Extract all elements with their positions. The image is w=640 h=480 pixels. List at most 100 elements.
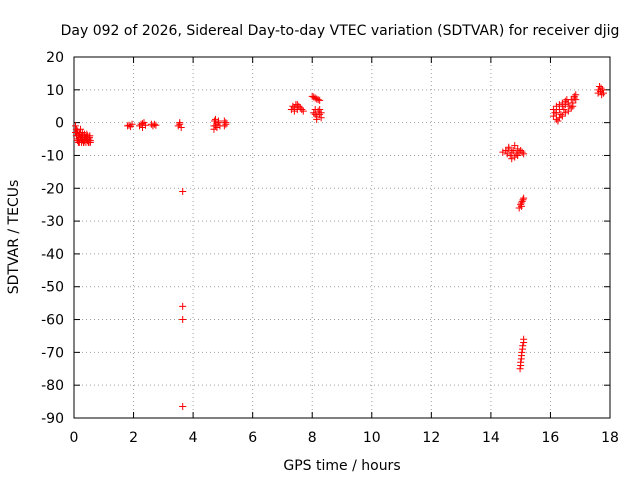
data-point xyxy=(516,365,524,373)
data-point xyxy=(519,196,527,204)
y-tick-label: -90 xyxy=(41,411,64,427)
data-point xyxy=(509,147,517,155)
chart-title: Day 092 of 2026, Sidereal Day-to-day VTE… xyxy=(61,23,620,39)
data-point xyxy=(287,106,295,114)
data-point xyxy=(289,102,297,110)
data-point xyxy=(311,110,319,118)
data-point xyxy=(517,358,525,366)
data-point xyxy=(512,150,520,158)
data-point xyxy=(295,102,303,110)
data-point xyxy=(563,96,571,104)
data-point xyxy=(561,109,569,117)
y-axis-label: SDTVAR / TECUs xyxy=(6,180,22,295)
data-point xyxy=(569,99,577,107)
data-point xyxy=(311,94,319,102)
data-point xyxy=(505,143,513,151)
data-point xyxy=(572,96,580,104)
data-point xyxy=(179,403,187,411)
data-point xyxy=(560,106,568,114)
y-tick-label: -60 xyxy=(41,313,64,329)
data-point xyxy=(214,117,222,125)
data-point xyxy=(80,138,88,146)
data-point xyxy=(210,122,218,130)
data-point xyxy=(514,145,522,153)
data-point xyxy=(549,106,557,114)
x-tick-label: 18 xyxy=(601,430,619,446)
data-point xyxy=(74,137,82,145)
data-point xyxy=(596,83,604,91)
data-point xyxy=(520,335,528,343)
data-point xyxy=(566,102,574,110)
data-point xyxy=(506,151,514,159)
data-point xyxy=(518,348,526,356)
data-point xyxy=(518,148,526,156)
data-point xyxy=(179,188,187,196)
y-tick-label: 20 xyxy=(46,50,64,66)
data-point xyxy=(211,115,219,123)
data-point xyxy=(313,95,321,103)
data-point xyxy=(511,153,519,161)
data-point xyxy=(71,128,79,136)
data-point xyxy=(599,89,607,97)
data-point xyxy=(555,114,563,122)
data-point xyxy=(558,112,566,120)
data-point xyxy=(549,112,557,120)
data-point xyxy=(520,150,528,158)
data-point xyxy=(316,96,324,104)
data-point xyxy=(179,302,187,310)
data-point xyxy=(555,101,563,109)
data-point xyxy=(519,342,527,350)
data-point xyxy=(597,84,605,92)
data-point xyxy=(316,106,324,114)
data-point xyxy=(557,110,565,118)
data-point xyxy=(77,125,85,133)
y-tick-label: 0 xyxy=(55,116,64,132)
data-points xyxy=(71,83,607,411)
data-point xyxy=(552,102,560,110)
data-point xyxy=(128,120,136,128)
x-tick-label: 2 xyxy=(129,430,138,446)
data-point xyxy=(561,97,569,105)
data-point xyxy=(149,122,157,130)
x-tick-label: 4 xyxy=(189,430,198,446)
data-point xyxy=(124,122,132,130)
data-point xyxy=(551,109,559,117)
data-point xyxy=(313,115,321,123)
data-point xyxy=(520,194,528,202)
data-point xyxy=(552,115,560,123)
data-point xyxy=(299,107,307,115)
data-point xyxy=(177,124,185,132)
data-point xyxy=(511,142,519,150)
y-tick-label: -30 xyxy=(41,214,64,230)
axis-ticks: 0 2 4 6 8 10 12 14 16 18 20 10 0 -10 -20 -30 -40 -50 -60 -7… xyxy=(41,50,619,446)
data-point xyxy=(290,107,298,115)
y-tick-label: 10 xyxy=(46,83,64,99)
data-point xyxy=(150,120,158,128)
data-point xyxy=(554,117,562,125)
data-point xyxy=(78,128,86,136)
data-point xyxy=(82,133,90,141)
y-tick-label: -40 xyxy=(41,247,64,263)
data-point xyxy=(517,201,525,209)
data-point xyxy=(564,107,572,115)
data-point xyxy=(508,155,516,163)
data-point xyxy=(222,120,230,128)
data-point xyxy=(314,96,322,104)
x-tick-label: 14 xyxy=(482,430,500,446)
data-point xyxy=(152,121,160,129)
x-tick-label: 16 xyxy=(542,430,560,446)
data-point xyxy=(599,86,607,94)
data-point xyxy=(517,147,525,155)
data-point xyxy=(296,104,304,112)
data-point xyxy=(518,202,526,210)
y-tick-label: -80 xyxy=(41,378,64,394)
data-point xyxy=(141,121,149,129)
plot-frame xyxy=(73,56,611,419)
data-point xyxy=(138,120,146,128)
data-point xyxy=(83,130,91,138)
y-tick-label: -50 xyxy=(41,280,64,296)
data-point xyxy=(514,151,522,159)
data-point xyxy=(317,114,325,122)
y-tick-label: -10 xyxy=(41,148,64,164)
